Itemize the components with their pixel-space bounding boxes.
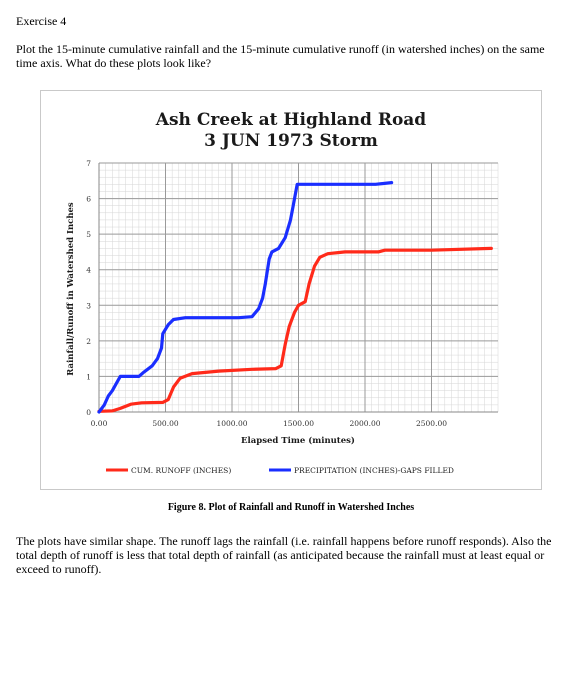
x-axis-label: Elapsed Time (minutes) [241, 435, 355, 446]
x-tick-label: 2500.00 [416, 419, 447, 428]
x-tick-label: 1000.00 [216, 419, 247, 428]
y-axis-label: Rainfall/Runoff in Watershed Inches [66, 202, 76, 376]
figure-caption: Figure 8. Plot of Rainfall and Runoff in… [167, 502, 415, 513]
series-line [97, 181, 394, 414]
y-tick-label: 5 [86, 230, 91, 239]
y-tick-label: 2 [86, 337, 91, 346]
series-lines [97, 181, 493, 414]
x-tick-label: 500.00 [152, 419, 178, 428]
grid [98, 162, 499, 413]
y-tick-label: 0 [86, 408, 91, 417]
y-tick-label: 7 [86, 159, 91, 168]
exercise-prompt: Plot the 15-minute cumulative rainfall a… [16, 42, 545, 70]
y-tick-label: 1 [86, 372, 91, 381]
x-tick-label: 1500.00 [283, 419, 314, 428]
legend-label: CUM. RUNOFF (INCHES) [131, 466, 231, 475]
chart-title: Ash Creek at Highland Road [155, 110, 427, 130]
axes: 0.00 500.00 1000.00 1500.00 2000.00 2500.00 0 1… [86, 159, 498, 428]
exercise-title: Exercise 4 [16, 14, 67, 28]
series-line [97, 246, 493, 413]
y-tick-label: 4 [86, 266, 91, 275]
y-tick-label: 6 [86, 195, 91, 204]
chart-svg: Ash Creek at Highland Road 3 JUN 1973 St… [66, 110, 499, 475]
x-tick-label: 0.00 [91, 419, 108, 428]
chart-figure: Ash Creek at Highland Road 3 JUN 1973 St… [40, 90, 542, 490]
legend-label: PRECIPITATION (INCHES)-GAPS FILLED [294, 466, 454, 475]
legend: CUM. RUNOFF (INCHES) PRECIPITATION (INCHE… [106, 466, 454, 475]
answer-text: The plots have similar shape. The runoff… [16, 534, 552, 576]
x-tick-label: 2000.00 [349, 419, 380, 428]
chart-subtitle: 3 JUN 1973 Storm [204, 131, 378, 151]
y-tick-label: 3 [86, 301, 91, 310]
